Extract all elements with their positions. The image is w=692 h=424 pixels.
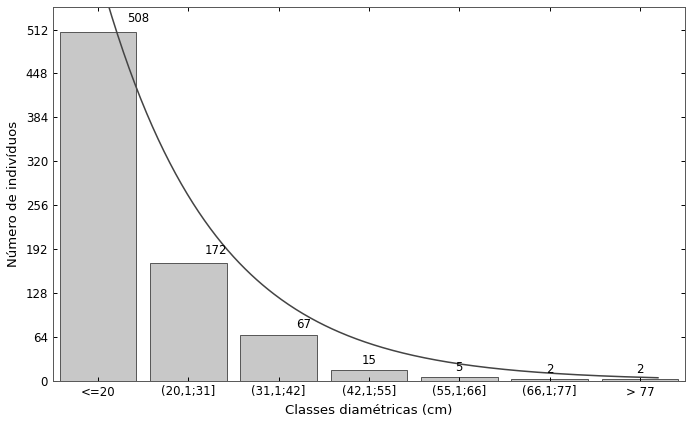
Y-axis label: Número de indivíduos: Número de indivíduos bbox=[7, 121, 20, 267]
Bar bbox=[150, 263, 227, 381]
Bar bbox=[601, 379, 678, 381]
Text: 5: 5 bbox=[455, 361, 463, 374]
Bar bbox=[240, 335, 317, 381]
Bar bbox=[331, 370, 408, 381]
Bar bbox=[60, 32, 136, 381]
Text: 2: 2 bbox=[546, 363, 554, 376]
Text: 172: 172 bbox=[204, 244, 227, 257]
Text: 508: 508 bbox=[127, 12, 149, 25]
Text: 2: 2 bbox=[636, 363, 644, 376]
Bar bbox=[421, 377, 498, 381]
Text: 15: 15 bbox=[361, 354, 376, 367]
X-axis label: Classes diamétricas (cm): Classes diamétricas (cm) bbox=[285, 404, 453, 417]
Bar bbox=[511, 379, 588, 381]
Text: 67: 67 bbox=[296, 318, 311, 331]
